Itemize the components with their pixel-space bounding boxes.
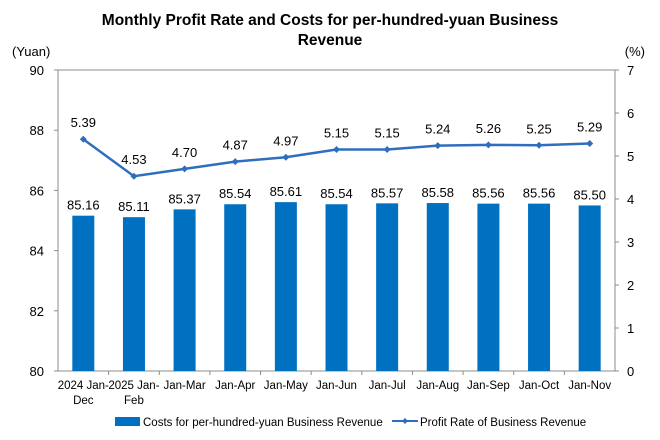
- line-point-marker: [130, 172, 138, 180]
- line-data-label: 5.24: [425, 122, 450, 137]
- x-tick-label: Jan-May: [264, 380, 308, 392]
- x-tick-label: Jan-Apr: [215, 380, 255, 392]
- x-tick-label: Jan-Nov: [568, 380, 611, 392]
- right-tick-label: 3: [627, 235, 634, 250]
- left-axis-unit-label: (Yuan): [12, 44, 50, 59]
- line-point-marker: [484, 141, 492, 149]
- x-tick-label: Jan-Aug: [416, 380, 459, 392]
- bar-data-label: 85.11: [118, 199, 150, 214]
- line-data-label: 5.39: [71, 115, 96, 130]
- bar: [72, 215, 95, 371]
- x-tick-label: Jan-Jul: [369, 380, 406, 392]
- line-point-marker: [383, 146, 391, 154]
- right-tick-label: 7: [627, 63, 634, 78]
- x-tick-label: Jan-Jun: [316, 380, 357, 392]
- bar: [224, 204, 247, 371]
- bar-data-label: 85.56: [523, 186, 556, 201]
- line-data-label: 4.70: [172, 145, 197, 160]
- bar: [426, 203, 449, 371]
- chart-title-line-1: Monthly Profit Rate and Costs for per-hu…: [102, 12, 558, 29]
- bar-data-label: 85.16: [67, 198, 100, 213]
- legend-label-profit-rate: Profit Rate of Business Revenue: [420, 417, 586, 429]
- line-series: 5.39 4.53 4.70 4.87 4.97 5.15 5.15 5.24 5.26 5.25…: [71, 115, 602, 180]
- line-data-label: 5.15: [324, 126, 349, 141]
- right-tick-label: 5: [627, 149, 634, 164]
- right-tick-label: 1: [627, 321, 634, 336]
- right-tick-label: 6: [627, 106, 634, 121]
- bar-data-label: 85.56: [472, 186, 505, 201]
- line-point-marker: [79, 135, 87, 143]
- bar: [376, 203, 399, 371]
- left-tick-label: 82: [30, 304, 44, 319]
- left-tick-label: 86: [30, 183, 44, 198]
- left-tick-label: 90: [30, 63, 44, 78]
- bar: [528, 203, 551, 371]
- line-data-label: 5.26: [476, 121, 501, 136]
- bar-data-label: 85.54: [320, 186, 353, 201]
- chart-title: Monthly Profit Rate and Costs for per-hu…: [102, 12, 558, 49]
- x-tick-label: Jan-Sep: [467, 380, 510, 392]
- x-tick-label: 2025 Jan-: [108, 380, 159, 392]
- bar: [477, 203, 500, 371]
- bar-data-label: 85.50: [573, 187, 606, 202]
- bar-data-label: 85.57: [371, 185, 404, 200]
- line-data-label: 4.53: [121, 152, 146, 167]
- line-point-marker: [282, 153, 290, 161]
- profit-rate-line: [82, 138, 590, 178]
- bar-data-label: 85.54: [219, 186, 252, 201]
- bar: [122, 217, 145, 371]
- line-point-marker: [586, 140, 594, 148]
- bar: [173, 209, 196, 371]
- left-tick-label: 84: [30, 244, 44, 259]
- line-point-marker: [333, 146, 340, 154]
- line-point-marker: [535, 141, 543, 149]
- bar-series: 85.16 85.11 85.37 85.54 85.61 85.54 85.57 85.58…: [67, 184, 606, 371]
- left-tick-label: 80: [30, 364, 44, 379]
- line-data-label: 4.87: [223, 138, 248, 153]
- line-point-marker: [181, 165, 189, 173]
- bar: [578, 205, 601, 371]
- line-data-label: 5.15: [374, 126, 399, 141]
- line-point-marker: [231, 158, 239, 166]
- x-tick-label: Jan-Oct: [519, 380, 560, 392]
- bar-data-label: 85.58: [421, 185, 454, 200]
- right-axis-unit-label: (%): [625, 44, 645, 59]
- x-tick-label: 2024 Jan-: [58, 380, 109, 392]
- bar-data-label: 85.37: [168, 191, 201, 206]
- bar: [325, 204, 348, 371]
- right-tick-label: 0: [627, 364, 634, 379]
- left-tick-label: 88: [30, 123, 44, 138]
- line-data-label: 5.29: [577, 120, 602, 135]
- right-axis: 0 1 2 3 4 5 6 7: [615, 63, 634, 379]
- x-tick-label: Feb: [124, 395, 144, 407]
- x-tick-label: Jan-Mar: [163, 380, 205, 392]
- chart-title-line-2: Revenue: [298, 32, 363, 49]
- line-data-label: 4.97: [273, 133, 298, 148]
- bar-data-label: 85.61: [270, 184, 303, 199]
- x-axis: 2024 Jan- Dec 2025 Jan- Feb Jan-Mar Jan-Apr Ja…: [58, 371, 611, 407]
- right-tick-label: 4: [627, 192, 634, 207]
- legend: Costs for per-hundred-yuan Business Reve…: [115, 417, 586, 429]
- x-tick-label: Dec: [73, 395, 94, 407]
- bar: [274, 202, 297, 371]
- left-axis: 80 82 84 86 88 90: [30, 63, 58, 379]
- legend-swatch-costs: [115, 417, 140, 426]
- legend-label-costs: Costs for per-hundred-yuan Business Reve…: [143, 417, 383, 429]
- line-data-label: 5.25: [526, 121, 551, 136]
- legend-swatch-profit-rate-marker: [402, 418, 408, 424]
- line-point-marker: [434, 142, 442, 150]
- right-tick-label: 2: [627, 278, 634, 293]
